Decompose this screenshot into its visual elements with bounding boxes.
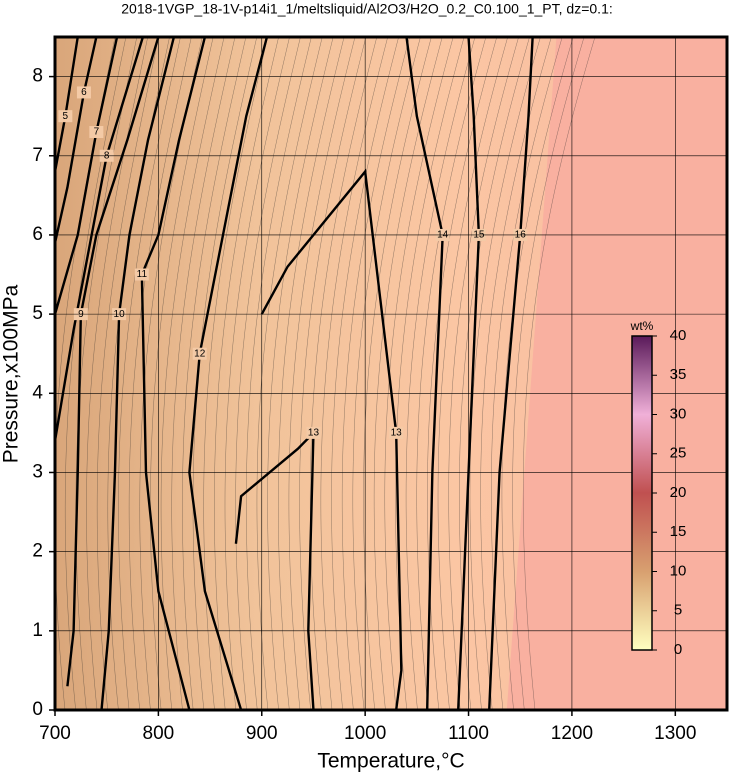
thin-contour xyxy=(224,36,290,711)
colorbar-tick-label: 0 xyxy=(674,641,682,658)
thin-contour xyxy=(373,36,443,711)
contour-line xyxy=(53,36,98,244)
thin-contour xyxy=(171,36,236,711)
thin-contour xyxy=(65,36,127,711)
colorbar-tick-label: 5 xyxy=(674,602,682,619)
thin-contour xyxy=(267,36,334,711)
thin-contour xyxy=(299,36,367,711)
thin-contour xyxy=(192,36,258,711)
colorbar-tick-label: 35 xyxy=(670,366,687,383)
y-tick-label: 6 xyxy=(32,224,43,245)
thin-contour xyxy=(256,36,323,711)
thin-contour xyxy=(246,36,312,711)
colorbar-tick-label: 20 xyxy=(670,484,687,501)
contour-line xyxy=(260,168,403,711)
contour-label: 13 xyxy=(308,428,320,439)
thin-contour xyxy=(416,36,487,711)
contour-label-bg xyxy=(89,126,104,139)
thin-contour xyxy=(405,36,476,711)
contour-label: 11 xyxy=(137,269,148,280)
thin-contour xyxy=(320,36,388,711)
thin-contour xyxy=(288,36,356,711)
thin-contour xyxy=(214,36,279,711)
y-tick-label: 7 xyxy=(32,145,43,166)
colorbar-tick-label: 25 xyxy=(670,445,687,462)
thin-contour xyxy=(75,36,138,711)
thin-contour xyxy=(86,36,148,711)
y-tick-label: 0 xyxy=(32,699,43,720)
thin-contour xyxy=(448,36,519,711)
thin-contour xyxy=(150,36,214,711)
contour-line xyxy=(234,429,315,711)
contour-label-bg xyxy=(134,268,149,281)
thin-contour xyxy=(331,36,399,711)
thin-contour xyxy=(96,36,159,711)
colorbar-tick-label: 10 xyxy=(670,562,687,579)
colorbar-tick-label: 40 xyxy=(670,327,687,344)
x-tick-label: 1000 xyxy=(344,723,386,744)
x-axis-label: Temperature,°C xyxy=(317,750,464,773)
thin-contour xyxy=(160,36,225,711)
thin-contour xyxy=(437,36,508,711)
contour-label: 12 xyxy=(194,348,206,359)
y-axis-label: Pressure,x100MPa xyxy=(0,284,23,463)
contour-label: 5 xyxy=(63,111,69,122)
contour-label-bg xyxy=(306,426,321,439)
y-tick-label: 2 xyxy=(32,541,43,562)
thin-contour xyxy=(352,36,421,711)
x-tick-label: 1300 xyxy=(654,723,696,744)
colorbar xyxy=(631,335,653,651)
contour-line xyxy=(53,36,119,315)
contour-label-bg xyxy=(76,86,91,99)
colorbar-label: wt% xyxy=(630,319,654,333)
contour-label-bg xyxy=(389,426,404,439)
contour-label-bg xyxy=(192,347,207,360)
thin-contour xyxy=(384,36,454,711)
x-tick-label: 900 xyxy=(246,723,278,744)
thin-contour xyxy=(469,36,541,711)
contour-label: 7 xyxy=(94,127,100,138)
x-tick-label: 800 xyxy=(143,723,175,744)
y-tick-label: 3 xyxy=(32,461,43,482)
thin-contour xyxy=(512,36,585,711)
y-tick-label: 1 xyxy=(32,620,43,641)
y-tick-label: 8 xyxy=(32,66,43,87)
thin-contour xyxy=(501,36,574,711)
x-tick-label: 700 xyxy=(39,723,71,744)
y-tick-label: 5 xyxy=(32,303,43,324)
thin-contour xyxy=(182,36,247,711)
thin-contour xyxy=(278,36,345,711)
thin-contour xyxy=(235,36,301,711)
y-tick-label: 4 xyxy=(32,382,43,403)
contour-label: 6 xyxy=(81,87,87,98)
contour-line xyxy=(53,36,145,441)
plot-frame xyxy=(53,35,729,712)
thin-contour xyxy=(363,36,432,711)
thin-contour xyxy=(395,36,465,711)
thin-contour xyxy=(310,36,378,711)
x-tick-label: 1100 xyxy=(448,723,489,744)
colorbar-tick-label: 30 xyxy=(670,405,687,422)
thin-contour xyxy=(523,36,596,711)
x-tick-label: 1200 xyxy=(551,723,593,744)
colorbar-tick-label: 15 xyxy=(670,523,687,540)
thin-contour xyxy=(128,36,192,711)
chart-title: 2018-1VGP_18-1V-p14i1_1/meltsliquid/Al2O… xyxy=(121,1,613,17)
saturated-region xyxy=(506,37,727,710)
contour-label: 13 xyxy=(391,428,403,439)
thin-contour xyxy=(118,36,181,711)
thin-contour xyxy=(459,36,530,711)
thin-contour xyxy=(341,36,410,711)
contour-label-bg xyxy=(58,110,73,123)
